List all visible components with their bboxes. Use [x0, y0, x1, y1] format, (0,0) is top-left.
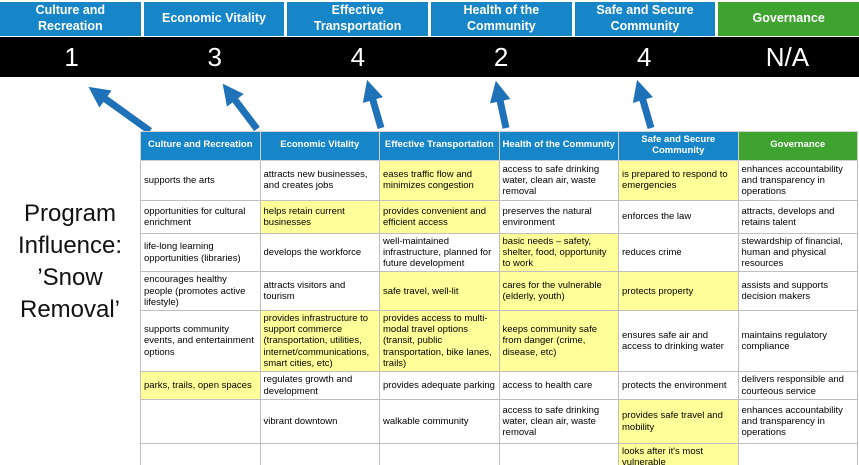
matrix-cell: access to safe drinking water, clean air…	[498, 399, 619, 445]
matrix-cell: provides adequate parking	[379, 371, 500, 401]
matrix-header-2: Economic Vitality	[259, 131, 380, 161]
matrix-cell: assists and supports decision makers	[737, 271, 858, 312]
matrix-header-row: Culture and Recreation Economic Vitality E…	[140, 131, 858, 161]
matrix-cell: enhances accountability and transparency…	[737, 399, 858, 445]
matrix-row: supports the arts attracts new businesses…	[140, 159, 858, 201]
matrix-cell: enforces the law	[618, 199, 739, 234]
banner-scores: 1 3 4 2 4 N/A	[0, 37, 859, 77]
up-arrow-icon	[632, 79, 655, 129]
banner-header-6: Governance	[718, 2, 859, 36]
matrix-cell: eases traffic flow and minimizes congest…	[379, 159, 500, 201]
banner-header-3: Effective Transportation	[287, 2, 428, 36]
matrix-cell: delivers responsible and courteous servi…	[737, 371, 858, 401]
matrix-header-6: Governance	[737, 131, 858, 161]
matrix-cell: opportunities for cultural enrichment	[140, 199, 261, 234]
matrix-cell: encourages healthy people (promotes acti…	[140, 271, 261, 312]
matrix-cell: supports the arts	[140, 159, 261, 201]
matrix-cell: protects property	[618, 271, 739, 312]
up-arrow-icon	[362, 79, 385, 129]
matrix-cell: walkable community	[379, 399, 500, 445]
matrix-cell: enhances accountability and transparency…	[737, 159, 858, 201]
banner-header-4: Health of the Community	[431, 2, 572, 36]
score-value-4: 2	[493, 41, 509, 72]
score-value-5: 4	[637, 41, 652, 72]
matrix-cell: safe travel, well-lit	[379, 271, 500, 312]
up-arrow-icon	[88, 86, 153, 134]
matrix-cell: provides access to multi-modal travel op…	[379, 310, 500, 373]
up-arrow-icon	[222, 83, 260, 132]
score-value-3: 4	[350, 41, 366, 72]
matrix-cell: maintains regulatory compliance	[737, 310, 858, 373]
matrix-cell: helps retain current businesses	[259, 199, 380, 234]
score-value-6: N/A	[765, 41, 810, 72]
matrix-cell	[737, 443, 858, 465]
score-value-2: 3	[207, 41, 222, 72]
matrix-header-3: Effective Transportation	[379, 131, 500, 161]
banner-header-1: Culture and Recreation	[0, 2, 141, 36]
matrix-row: vibrant downtown walkable community access…	[140, 399, 858, 445]
matrix-row: supports community events, and entertain…	[140, 310, 858, 373]
banner-header-5: Safe and Secure Community	[574, 2, 716, 36]
matrix-cell: attracts visitors and tourism	[259, 271, 380, 312]
matrix-cell: provides convenient and efficient access	[379, 199, 500, 234]
matrix-cell: develops the workforce	[259, 232, 380, 273]
matrix-cell	[379, 443, 500, 465]
matrix-cell: attracts new businesses, and creates job…	[259, 159, 380, 201]
matrix-cell: supports community events, and entertain…	[140, 310, 261, 373]
matrix-cell	[259, 443, 380, 465]
matrix-cell: attracts, develops and retains talent	[737, 199, 858, 234]
influence-matrix: Culture and Recreation Economic Vitality E…	[140, 131, 858, 465]
up-arrow-icon	[489, 80, 511, 129]
program-title: Program Influence: ’Snow Removal’	[17, 200, 123, 324]
matrix-cell: ensures safe air and access to drinking …	[618, 310, 739, 373]
matrix-cell	[140, 399, 261, 445]
matrix-header-1: Culture and Recreation	[140, 131, 261, 161]
score-arrows	[88, 79, 655, 134]
matrix-cell: reduces crime	[618, 232, 739, 273]
matrix-cell: keeps community safe from danger (crime,…	[498, 310, 619, 373]
matrix-cell: protects the environment	[618, 371, 739, 401]
matrix-cell: parks, trails, open spaces	[140, 371, 261, 401]
matrix-cell: looks after it's most vulnerable	[618, 443, 739, 465]
matrix-row: parks, trails, open spaces regulates grow…	[140, 371, 858, 401]
matrix-row: looks after it's most vulnerable	[140, 443, 858, 465]
matrix-cell: is prepared to respond to emergencies	[618, 159, 739, 201]
matrix-header-5: Safe and Secure Community	[618, 131, 739, 161]
matrix-cell: cares for the vulnerable (elderly, youth…	[498, 271, 619, 312]
matrix-row: opportunities for cultural enrichment hel…	[140, 199, 858, 234]
banner-header-2: Economic Vitality	[143, 2, 285, 36]
matrix-cell: basic needs – safety, shelter, food, opp…	[498, 232, 619, 273]
matrix-cell	[140, 443, 261, 465]
matrix-cell: regulates growth and development	[259, 371, 380, 401]
score-value-1: 1	[64, 41, 79, 72]
matrix-cell: stewardship of financial, human and phys…	[737, 232, 858, 273]
matrix-header-4: Health of the Community	[498, 131, 619, 161]
matrix-cell: access to health care	[498, 371, 619, 401]
matrix-row: encourages healthy people (promotes acti…	[140, 271, 858, 312]
matrix-cell: well-maintained infrastructure, planned …	[379, 232, 500, 273]
matrix-cell	[498, 443, 619, 465]
banner-headers: Culture and Recreation Economic Vitality E…	[0, 2, 859, 36]
matrix-cell: vibrant downtown	[259, 399, 380, 445]
matrix-cell: provides infrastructure to support comme…	[259, 310, 380, 373]
matrix-cell: preserves the natural environment	[498, 199, 619, 234]
matrix-row: life-long learning opportunities (librar…	[140, 232, 858, 273]
matrix-cell: access to safe drinking water, clean air…	[498, 159, 619, 201]
matrix-cell: provides safe travel and mobility	[618, 399, 739, 445]
matrix-cell: life-long learning opportunities (librar…	[140, 232, 261, 273]
